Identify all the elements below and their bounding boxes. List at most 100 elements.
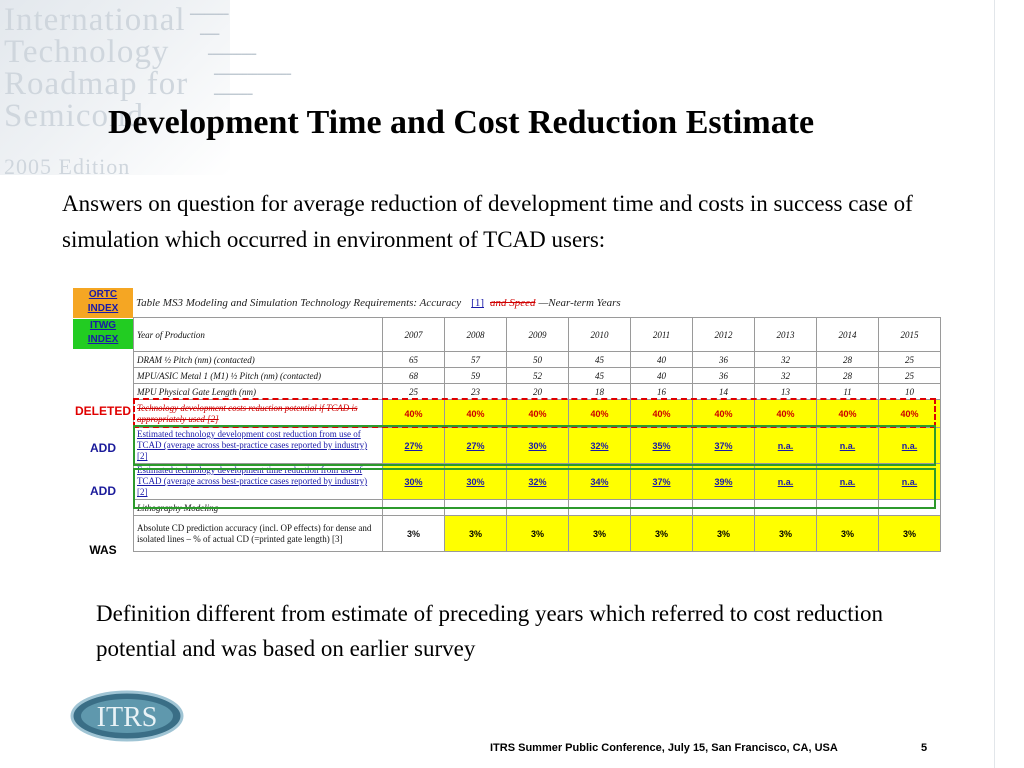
table-cell: 3% <box>878 515 941 552</box>
table-cell[interactable]: 30% <box>506 427 569 464</box>
intro-text: Answers on question for average reductio… <box>62 191 913 252</box>
table-cell: 25 <box>878 351 941 368</box>
itwg-index-link[interactable]: ITWG INDEX <box>73 319 133 349</box>
table-row: DRAM ½ Pitch (nm) (contacted) 65 57 50 4… <box>133 351 941 368</box>
table-cell: 36 <box>692 351 755 368</box>
was-label: WAS <box>89 543 117 557</box>
table-cell: 28 <box>816 367 879 384</box>
section-label: Lithography Modeling <box>133 499 383 516</box>
watermark-word: 2005 Edition <box>4 154 131 179</box>
year-cell: 2009 <box>506 317 569 352</box>
watermark-menu-line: ━━━━━━━━ <box>190 10 229 19</box>
table-cell: 3% <box>568 515 631 552</box>
added-row: Estimated technology development time re… <box>133 463 941 500</box>
row-label: DRAM ½ Pitch (nm) (contacted) <box>133 351 383 368</box>
watermark-menu-line: ━━━━━━━━ <box>214 90 253 99</box>
was-row: Absolute CD prediction accuracy (incl. O… <box>133 515 941 552</box>
table-cell: 3% <box>506 515 569 552</box>
table-cell[interactable]: 37% <box>630 463 693 500</box>
table-cell: 68 <box>382 367 445 384</box>
table-cell: 18 <box>568 383 631 400</box>
table-cell[interactable]: 27% <box>444 427 507 464</box>
table-cell[interactable]: 37% <box>692 427 755 464</box>
table-cell[interactable]: 27% <box>382 427 445 464</box>
table-cell: 40% <box>382 399 445 428</box>
year-cell: 2014 <box>816 317 879 352</box>
table-cell: 40% <box>568 399 631 428</box>
table-cell[interactable]: n.a. <box>878 463 941 500</box>
deleted-row: Technology development costs reduction p… <box>133 399 941 428</box>
footer-text: ITRS Summer Public Conference, July 15, … <box>490 742 838 754</box>
table-cell[interactable]: n.a. <box>754 463 817 500</box>
add-label: ADD <box>90 441 116 455</box>
table-cell: 50 <box>506 351 569 368</box>
table-cell[interactable]: 30% <box>382 463 445 500</box>
table-cell: 36 <box>692 367 755 384</box>
table-cell: 3% <box>816 515 879 552</box>
slide-title: Development Time and Cost Reduction Esti… <box>108 104 815 141</box>
deleted-row-label: Technology development costs reduction p… <box>133 399 383 428</box>
requirements-table: Year of Production 2007 2008 2009 2010 2… <box>133 317 941 552</box>
table-cell: 32 <box>754 351 817 368</box>
watermark-menu-line: ━━━━ <box>200 30 220 39</box>
table-cell: 45 <box>568 351 631 368</box>
table-header-row: Year of Production 2007 2008 2009 2010 2… <box>133 317 941 352</box>
table-cell[interactable]: 32% <box>568 427 631 464</box>
table-cell: 40% <box>878 399 941 428</box>
table-cell: 59 <box>444 367 507 384</box>
svg-text:ITRS: ITRS <box>97 702 158 733</box>
table-row: MPU/ASIC Metal 1 (M1) ½ Pitch (nm) (cont… <box>133 367 941 384</box>
row-label: MPU/ASIC Metal 1 (M1) ½ Pitch (nm) (cont… <box>133 367 383 384</box>
table-cell: 40 <box>630 351 693 368</box>
slide-edge-rule <box>994 0 995 768</box>
table-cell[interactable]: n.a. <box>816 463 879 500</box>
table-cell: 3% <box>754 515 817 552</box>
add-label: ADD <box>90 484 116 498</box>
table-cell: 20 <box>506 383 569 400</box>
table-cell: 11 <box>816 383 879 400</box>
table-cell: 3% <box>382 515 445 552</box>
table-cell[interactable]: 34% <box>568 463 631 500</box>
table-cell: 57 <box>444 351 507 368</box>
year-cell: 2008 <box>444 317 507 352</box>
table-caption: Table MS3 Modeling and Simulation Techno… <box>136 297 621 309</box>
table-cell: 32 <box>754 367 817 384</box>
table-cell: 40% <box>816 399 879 428</box>
table-cell: 40% <box>630 399 693 428</box>
deleted-label: DELETED <box>74 404 131 418</box>
header-label: Year of Production <box>133 317 383 352</box>
table-cell[interactable]: 39% <box>692 463 755 500</box>
table-cell: 3% <box>692 515 755 552</box>
added-row-label[interactable]: Estimated technology development cost re… <box>133 427 383 464</box>
table-cell[interactable]: 32% <box>506 463 569 500</box>
table-cell: 3% <box>444 515 507 552</box>
table-cell[interactable]: 35% <box>630 427 693 464</box>
added-row: Estimated technology development cost re… <box>133 427 941 464</box>
note-text: Definition different from estimate of pr… <box>96 601 884 661</box>
table-cell: 16 <box>630 383 693 400</box>
year-cell: 2010 <box>568 317 631 352</box>
watermark-word: Roadmap for <box>4 66 189 102</box>
table-cell[interactable]: n.a. <box>816 427 879 464</box>
itrs-logo: ITRS <box>70 690 184 742</box>
table-cell[interactable]: 30% <box>444 463 507 500</box>
table-cell[interactable]: n.a. <box>878 427 941 464</box>
ortc-index-link[interactable]: ORTC INDEX <box>73 288 133 318</box>
watermark-word: International <box>4 2 186 38</box>
table-cell: 52 <box>506 367 569 384</box>
table-cell[interactable]: n.a. <box>754 427 817 464</box>
table-cell: 14 <box>692 383 755 400</box>
table-cell: 13 <box>754 383 817 400</box>
watermark-word: Technology <box>4 34 170 70</box>
table-cell: 40% <box>692 399 755 428</box>
watermark-word: Semicond <box>4 98 144 134</box>
reference-link[interactable]: [1] <box>471 297 484 309</box>
deleted-caption-text: and Speed <box>490 297 536 309</box>
table-cell: 40% <box>444 399 507 428</box>
table-row: MPU Physical Gate Length (nm) 25 23 20 1… <box>133 383 941 400</box>
added-row-label[interactable]: Estimated technology development time re… <box>133 463 383 500</box>
row-label: MPU Physical Gate Length (nm) <box>133 383 383 400</box>
year-cell: 2011 <box>630 317 693 352</box>
year-cell: 2012 <box>692 317 755 352</box>
table-cell: 65 <box>382 351 445 368</box>
